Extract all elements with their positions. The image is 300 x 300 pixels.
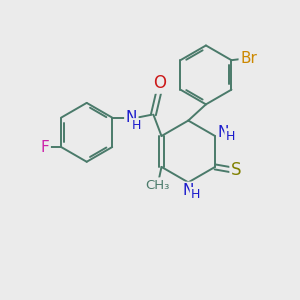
Text: H: H xyxy=(226,130,235,142)
Text: N: N xyxy=(126,110,137,125)
Text: N: N xyxy=(218,125,229,140)
Text: H: H xyxy=(132,119,141,132)
Text: O: O xyxy=(153,74,166,92)
Text: F: F xyxy=(40,140,50,154)
Text: N: N xyxy=(183,183,194,198)
Text: H: H xyxy=(191,188,200,201)
Text: S: S xyxy=(231,161,242,179)
Text: CH₃: CH₃ xyxy=(145,179,169,192)
Text: Br: Br xyxy=(240,51,257,66)
